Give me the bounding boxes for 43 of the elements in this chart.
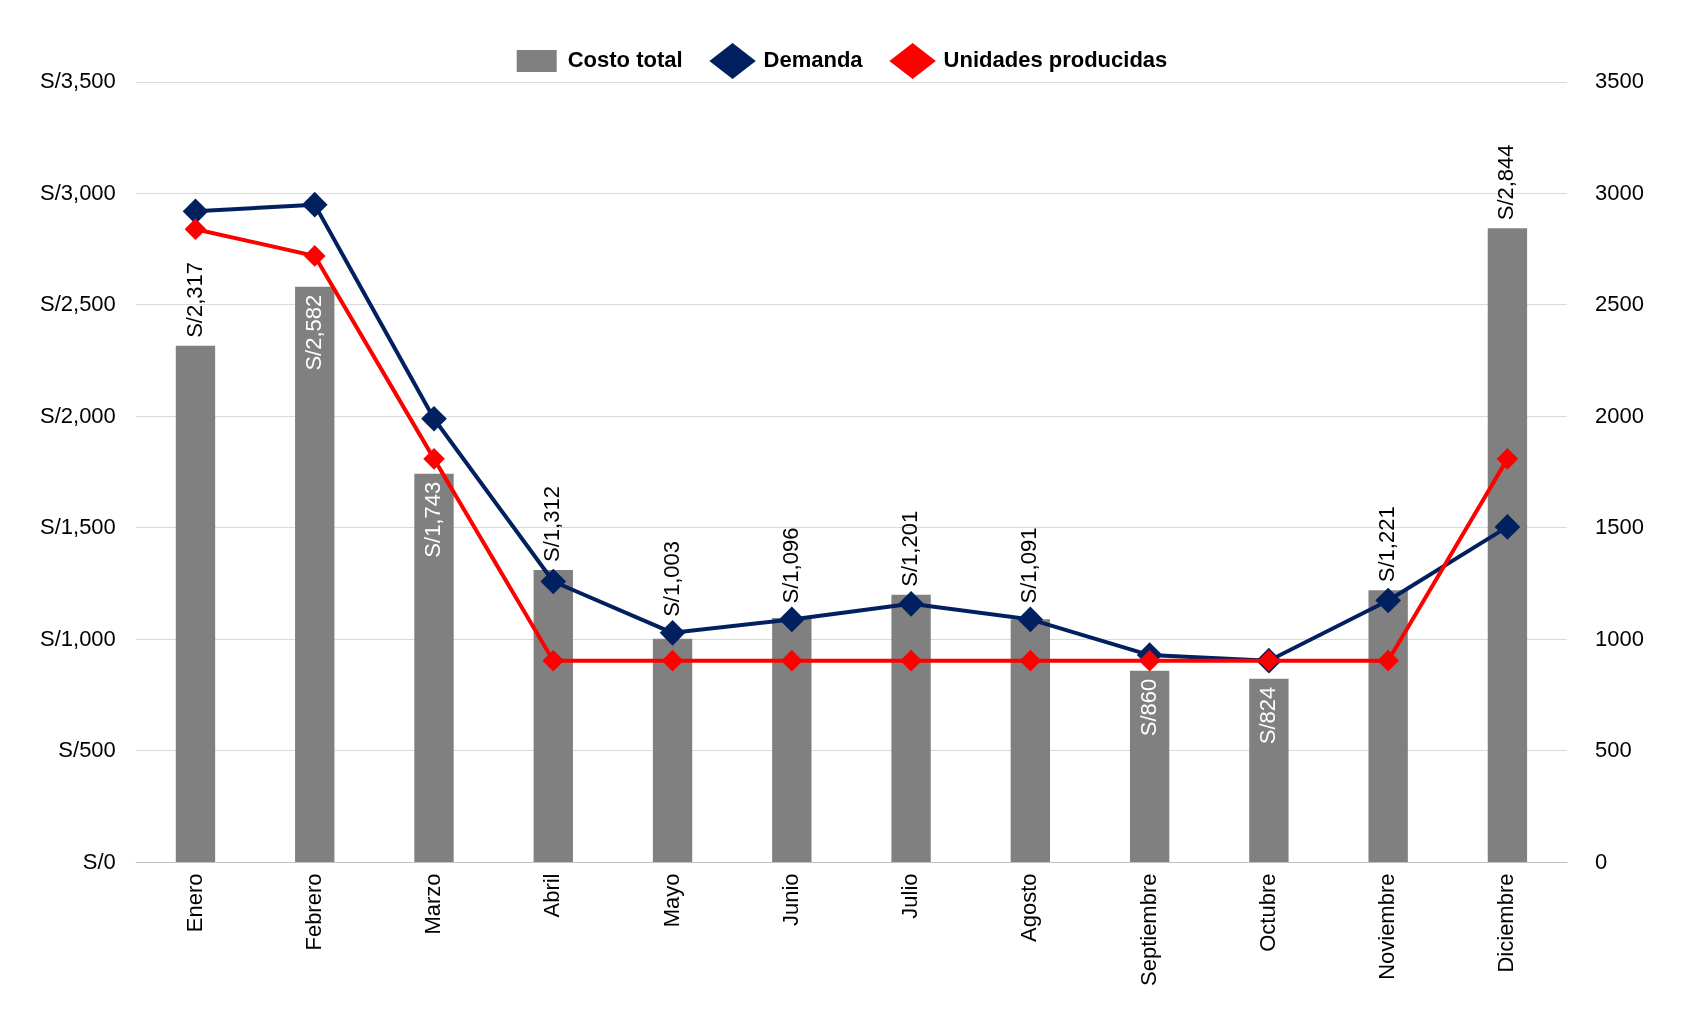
x-tick-label: Agosto [1016,873,1042,942]
y2-tick-label: 3000 [1595,179,1645,205]
x-tick-label: Octubre [1254,873,1280,952]
data-label: S/860 [1135,678,1161,737]
y2-tick-label: 3500 [1595,68,1645,94]
data-label: S/1,201 [897,510,923,587]
y-tick-label: S/3,000 [40,179,116,205]
y2-tick-label: 2500 [1595,291,1645,317]
y-tick-label: S/500 [58,737,116,763]
x-tick-label: Febrero [300,873,326,951]
y2-tick-label: 500 [1595,737,1632,763]
data-label: S/2,582 [300,294,326,371]
x-tick-label: Junio [777,873,803,927]
data-label: S/1,091 [1016,527,1042,604]
data-label: S/1,003 [658,540,684,617]
data-label: S/1,096 [777,527,803,604]
data-label: S/1,743 [420,481,446,558]
y-tick-label: S/1,500 [40,514,116,540]
data-label: S/2,844 [1493,144,1519,221]
legend-label: Demanda [763,47,864,73]
y2-tick-label: 2000 [1595,402,1645,428]
x-tick-label: Julio [897,873,923,919]
y-tick-label: S/2,000 [40,402,116,428]
x-tick-label: Enero [181,873,207,933]
y-tick-label: S/3,500 [40,68,116,94]
x-tick-label: Diciembre [1493,873,1519,973]
x-tick-label: Septiembre [1135,873,1161,987]
y2-tick-label: 0 [1595,848,1608,874]
data-label: S/1,312 [539,486,565,562]
y-tick-label: S/0 [82,848,116,874]
y2-tick-label: 1000 [1595,625,1645,651]
y-tick-label: S/1,000 [40,625,116,651]
data-label: S/2,317 [181,261,207,338]
legend-label: Unidades producidas [943,47,1168,73]
x-tick-label: Noviembre [1374,873,1400,980]
y2-tick-label: 1500 [1595,514,1645,540]
x-tick-label: Abril [539,873,565,918]
x-tick-label: Marzo [420,873,446,935]
x-tick-label: Mayo [658,873,684,928]
data-label: S/1,221 [1374,506,1400,583]
data-label: S/824 [1254,686,1280,745]
y-tick-label: S/2,500 [40,291,116,317]
legend-label: Costo total [567,47,683,73]
